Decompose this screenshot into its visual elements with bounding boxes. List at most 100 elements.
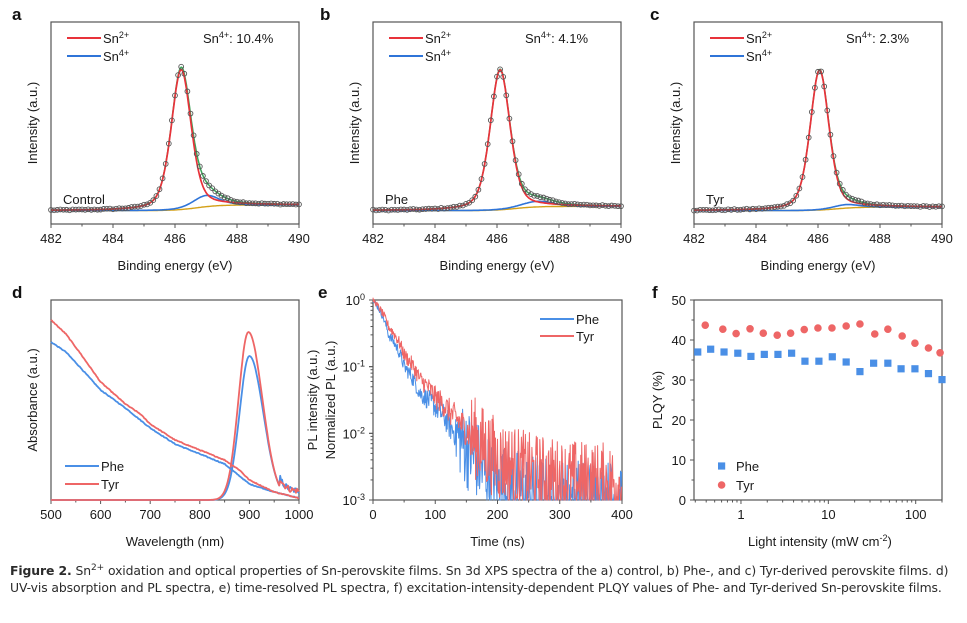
raw-data-point [700,206,707,213]
raw-data-point [765,204,772,211]
raw-data-point [453,203,460,210]
raw-data-point [379,206,386,213]
y-tick-label: 30 [672,373,686,388]
tyr-data-point [911,339,919,348]
tyr-data-point [786,329,795,338]
raw-data-point [165,140,172,147]
raw-data-point [76,206,82,213]
raw-data-point [908,203,914,209]
raw-data-point [54,207,61,213]
y-tick-label: 0 [679,493,686,508]
raw-data-point [827,131,834,138]
raw-data-point [494,73,500,80]
raw-data-point [706,207,713,214]
raw-data-point [422,206,429,212]
x-tick-label: 490 [288,231,310,246]
raw-data-point [821,83,828,90]
tyr-data-point [898,332,906,340]
phe-data-point [856,368,864,376]
raw-data-point [746,206,753,213]
raw-data-point [895,202,902,209]
raw-data-point [113,205,119,212]
raw-data-point [864,200,871,207]
raw-data-point [777,203,784,210]
y-tick-label: 10-3 [343,492,365,508]
raw-data-point [531,192,538,199]
raw-data-point [914,203,921,210]
raw-data-point [731,206,738,212]
raw-data-point [141,201,147,208]
raw-data-point [715,206,722,213]
raw-data-point [94,206,101,213]
tyr-data-point [870,330,879,338]
raw-data-point [898,202,905,209]
y-axis-label: Intensity (a.u.) [668,82,683,164]
raw-data-point [246,200,253,206]
text-suffix: ) [888,534,892,549]
text-superscript: 4+ [762,48,772,58]
raw-data-point [410,206,417,212]
x-tick-label: 486 [486,231,508,246]
tyr-data-point [884,325,892,334]
raw-data-point [580,201,587,208]
phe-pl-curve [51,355,300,501]
phe-data-point [870,359,878,367]
y-tick-label: 100 [346,292,365,308]
phe-data-point [828,353,836,361]
raw-data-point [722,207,728,214]
phe-data-point [924,370,933,378]
text-base: Sn [425,31,441,46]
tyr-decay-curve [372,297,622,501]
panel-d-absorption-pl: d 500 600 700 800 900 1000 Wavelength (nm) Absor… [12,283,320,549]
raw-data-point [725,206,731,213]
panel-letter-f: f [652,283,658,302]
x-tick-label: 482 [362,231,384,246]
text-base: Sn [103,49,119,64]
raw-data-point [830,153,837,159]
raw-data-point [805,134,812,141]
x-axis-label: Light intensity (mW cm-2) [748,533,892,549]
tyr-data-point [719,325,727,334]
raw-data-point [870,201,877,208]
x-tick-label: 10 [821,507,835,522]
raw-data-point [153,193,160,199]
legend-marker-phe [718,462,726,470]
text-base: Sn [525,31,541,46]
raw-data-point [200,173,206,179]
raw-data-point [905,202,911,209]
raw-data-point [858,198,865,205]
raw-data-point [920,203,927,209]
phe-data-point [760,350,768,358]
raw-data-point [694,207,700,214]
phe-data-point [788,349,796,357]
text-base: Sn [203,31,219,46]
phe-data-point [815,357,823,365]
raw-data-point [556,199,562,206]
raw-data-point [187,110,194,117]
raw-data-point [861,200,868,207]
raw-data-point [240,199,247,206]
raw-data-point [559,200,565,206]
raw-data-point [562,200,569,207]
x-tick-label: 900 [239,507,261,522]
x-axis-label: Wavelength (nm) [126,534,225,549]
raw-data-point [184,88,191,95]
raw-data-point [144,201,150,208]
phe-data-point [694,348,702,356]
raw-data-point [385,207,392,214]
raw-data-point [874,201,880,208]
raw-data-point [839,187,846,193]
raw-data-point [221,194,228,201]
raw-data-point [66,207,73,214]
tyr-data-point [701,321,710,330]
raw-data-point [162,161,169,167]
raw-data-point [596,202,603,209]
raw-data-point [615,203,621,210]
raw-data-point [528,191,534,197]
raw-data-point [475,186,482,193]
raw-data-point [209,185,216,192]
raw-data-point [88,207,95,213]
raw-data-point [373,207,379,214]
raw-data-point [917,203,924,210]
phe-data-point [747,352,755,360]
